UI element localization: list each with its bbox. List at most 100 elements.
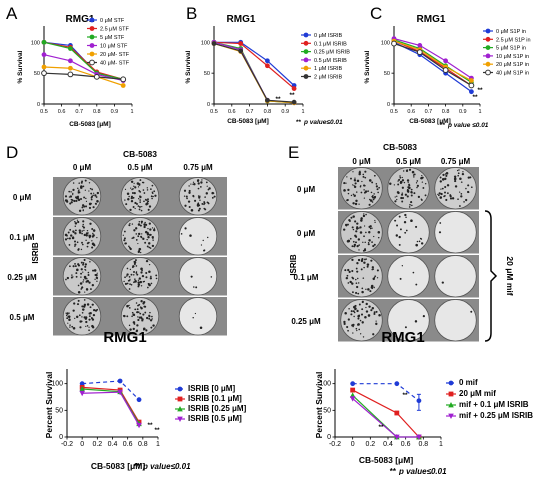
significance-stars: ** bbox=[477, 87, 483, 94]
pvalue-stars: ** bbox=[440, 122, 446, 129]
colony-dot bbox=[364, 258, 366, 261]
data-point bbox=[468, 82, 475, 89]
colony-dot bbox=[442, 173, 445, 176]
colony-dot bbox=[124, 276, 126, 279]
colony-dot bbox=[348, 270, 351, 273]
colony-dot bbox=[74, 265, 77, 268]
colony-dot bbox=[83, 233, 86, 237]
colony-dot bbox=[68, 316, 70, 319]
colony-dot bbox=[416, 186, 418, 189]
colony-dot bbox=[190, 275, 193, 278]
colony-dot bbox=[148, 314, 151, 317]
colony-dot bbox=[371, 196, 374, 199]
colony-dot bbox=[457, 172, 460, 175]
y-tick-label: 0 bbox=[207, 102, 210, 108]
colony-dot bbox=[360, 185, 362, 187]
colony-dot bbox=[129, 278, 131, 281]
colony-dot bbox=[88, 329, 90, 332]
colony-dot bbox=[369, 290, 372, 293]
colony-dot bbox=[372, 198, 375, 201]
colony-dot bbox=[355, 227, 359, 230]
colony-dot bbox=[70, 191, 72, 193]
plate-column-label: 0.5 μM bbox=[396, 157, 421, 166]
data-point bbox=[68, 46, 73, 51]
colony-dot bbox=[364, 316, 367, 319]
colony-dot bbox=[454, 185, 458, 188]
plate-row-label: 0 μM bbox=[13, 193, 32, 202]
colony-dot bbox=[80, 272, 83, 275]
colony-dot bbox=[143, 305, 146, 308]
colony-dot bbox=[140, 300, 143, 303]
colony-dot bbox=[184, 204, 187, 207]
colony-dot bbox=[444, 185, 447, 189]
colony-dot bbox=[197, 195, 200, 197]
x-tick-label: -0.2 bbox=[329, 441, 341, 448]
colony-dot bbox=[74, 221, 76, 223]
colony-dot bbox=[183, 189, 187, 192]
x-tick-label: 0.5 bbox=[210, 109, 218, 115]
colony-dot bbox=[133, 323, 136, 325]
colony-dot bbox=[420, 242, 424, 245]
colony-dot bbox=[458, 205, 461, 207]
legend-marker bbox=[303, 49, 309, 54]
colony-dot bbox=[357, 323, 360, 326]
colony-dot bbox=[343, 320, 346, 324]
colony-dot bbox=[81, 243, 84, 246]
legend-marker bbox=[448, 413, 454, 419]
colony-dot bbox=[145, 271, 148, 274]
colony-dot bbox=[145, 316, 149, 320]
y-axis-label: % Survival bbox=[364, 50, 371, 83]
colony-dot bbox=[361, 180, 363, 183]
colony-dot bbox=[122, 315, 125, 317]
colony-dot bbox=[127, 279, 130, 282]
colony-dot bbox=[361, 287, 364, 290]
colony-dot bbox=[351, 282, 354, 285]
colony-dot bbox=[153, 227, 156, 229]
legend-marker bbox=[89, 43, 95, 48]
colony-dot bbox=[460, 193, 463, 195]
colony-dot bbox=[81, 311, 84, 314]
colony-dot bbox=[372, 268, 375, 270]
colony-dot bbox=[350, 310, 353, 313]
colony-dot bbox=[71, 236, 75, 240]
colony-dot bbox=[365, 306, 367, 309]
colony-dot bbox=[75, 315, 79, 319]
colony-dot bbox=[359, 319, 362, 322]
colony-dot bbox=[71, 325, 74, 328]
legend-label: 0.1 μM ISRIB bbox=[314, 41, 347, 47]
data-point bbox=[469, 78, 474, 83]
colony-dot bbox=[424, 182, 427, 185]
colony-dot bbox=[142, 280, 145, 283]
colony-dot bbox=[352, 184, 354, 186]
plate-grid-e: CB-5083 0 μM 0.5 μM 0.75 μM 0 μM 0 μM 0.1 μM 0.… bbox=[289, 142, 515, 345]
colony-dot bbox=[139, 191, 142, 193]
colony-dot bbox=[401, 176, 403, 179]
colony-dot bbox=[69, 195, 73, 198]
x-tick-label: 0.4 bbox=[108, 441, 118, 448]
colony-dot bbox=[199, 195, 201, 197]
x-tick-label: 1 bbox=[130, 109, 133, 115]
colony-dot bbox=[356, 270, 359, 273]
pvalue-note: p value≤0.01 bbox=[398, 467, 447, 475]
data-point bbox=[67, 71, 74, 78]
colony-dot bbox=[85, 281, 87, 283]
colony-dot bbox=[85, 232, 89, 235]
colony-dot bbox=[395, 234, 399, 237]
colony-dot bbox=[377, 230, 381, 234]
colony-dot bbox=[139, 201, 141, 203]
colony-dot bbox=[453, 175, 457, 178]
colony-dot bbox=[405, 216, 407, 218]
colony-dot bbox=[134, 207, 136, 210]
colony-dot bbox=[88, 190, 90, 192]
colony-dot bbox=[130, 284, 133, 286]
colony-dot bbox=[82, 279, 85, 281]
colony-dot bbox=[141, 181, 144, 184]
colony-dot bbox=[410, 201, 413, 204]
colony-dot bbox=[68, 244, 71, 246]
colony-dot bbox=[367, 264, 370, 266]
significance-stars: ** bbox=[275, 96, 281, 103]
colony-dot bbox=[371, 201, 374, 203]
colony-dot bbox=[135, 302, 138, 304]
colony-dot bbox=[414, 320, 418, 323]
